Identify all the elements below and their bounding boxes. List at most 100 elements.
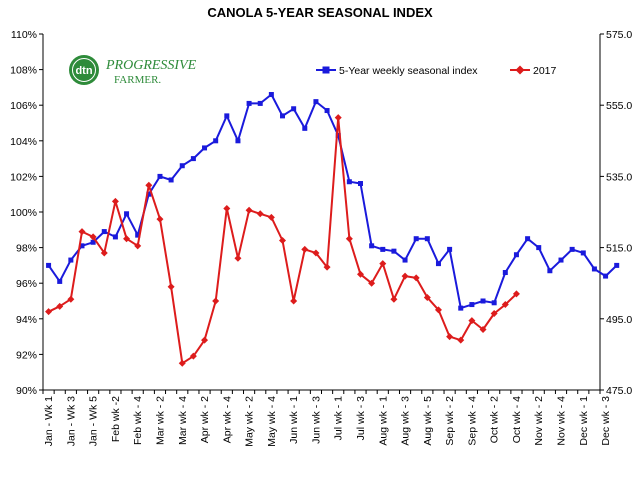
data-point — [490, 309, 498, 317]
data-point — [423, 293, 431, 301]
y-right-tick-label: 555.0 — [606, 100, 632, 112]
x-tick-label: Nov wk - 4 — [556, 396, 568, 446]
data-point — [223, 204, 231, 212]
data-point — [68, 257, 74, 263]
data-point — [324, 108, 330, 114]
data-point — [157, 173, 163, 179]
data-point — [469, 302, 475, 308]
data-point — [323, 263, 331, 271]
data-point — [145, 181, 153, 189]
x-tick-label: Jan - Wk 5 — [88, 396, 100, 446]
data-point — [479, 325, 487, 333]
data-point — [112, 234, 118, 240]
data-point — [536, 245, 542, 251]
dtn-logo-ring — [72, 58, 96, 82]
dtn-logo-icon — [69, 55, 99, 85]
data-point — [202, 145, 208, 151]
data-point — [335, 132, 341, 138]
y-left-tick-label: 90% — [16, 385, 37, 397]
legend-marker-2017 — [515, 65, 525, 75]
data-point — [313, 99, 319, 105]
y-left-tick-label: 102% — [10, 171, 37, 183]
data-point — [178, 359, 186, 367]
data-point — [447, 246, 453, 252]
data-point — [435, 261, 441, 267]
x-tick-label: Dec wk - 1 — [578, 396, 590, 446]
data-point — [291, 106, 297, 112]
data-point — [502, 270, 508, 276]
y-right-tick-label: 515.0 — [606, 243, 632, 255]
x-tick-label: Oct wk - 4 — [511, 396, 523, 443]
data-point — [234, 254, 242, 262]
data-point — [301, 245, 309, 253]
x-tick-label: May wk - 2 — [244, 396, 256, 447]
logo-line2: FARMER. — [114, 74, 161, 86]
data-point — [124, 211, 130, 217]
data-point — [45, 308, 53, 316]
data-point — [457, 336, 465, 344]
data-point — [90, 239, 96, 245]
y-left-tick-label: 98% — [16, 243, 37, 255]
x-tick-label: Aug wk - 1 — [377, 396, 389, 446]
data-point — [46, 262, 52, 268]
data-point — [212, 297, 220, 305]
data-point — [580, 250, 586, 256]
data-point — [368, 279, 376, 287]
data-point — [603, 273, 609, 279]
data-point — [146, 191, 152, 197]
y-left-tick-label: 106% — [10, 100, 37, 112]
x-tick-label: Sep wk - 2 — [444, 396, 456, 446]
data-point — [468, 317, 476, 325]
y-left-tick-label: 96% — [16, 278, 37, 290]
data-point — [391, 248, 397, 254]
data-point — [480, 298, 486, 304]
data-point — [123, 235, 131, 243]
data-point — [101, 229, 107, 235]
data-point — [558, 257, 564, 263]
data-point — [78, 228, 86, 236]
data-point — [446, 333, 454, 341]
dtn-logo-text: dtn — [75, 65, 92, 77]
x-tick-label: Jul wk - 1 — [333, 396, 345, 441]
y-right-tick-label: 495.0 — [606, 314, 632, 326]
data-point — [356, 270, 364, 278]
x-tick-label: Nov wk - 2 — [533, 396, 545, 446]
y-right-tick-label: 575.0 — [606, 29, 632, 41]
data-point — [201, 336, 209, 344]
data-point — [412, 274, 420, 282]
data-point — [614, 262, 620, 268]
data-point — [290, 297, 298, 305]
x-tick-label: Jun wk - 3 — [310, 396, 322, 444]
data-point — [100, 249, 108, 257]
x-tick-label: Feb wk - 4 — [132, 396, 144, 445]
y-left-tick-label: 108% — [10, 65, 37, 77]
x-tick-label: Aug wk - 3 — [400, 396, 412, 446]
data-point — [111, 197, 119, 205]
data-point — [89, 233, 97, 241]
data-point — [246, 100, 252, 106]
data-point — [379, 260, 387, 268]
y-right-tick-label: 475.0 — [606, 385, 632, 397]
data-point — [345, 235, 353, 243]
data-point — [67, 295, 75, 303]
x-tick-label: Jan - Wk 1 — [43, 396, 55, 446]
legend-marker-index — [322, 66, 330, 74]
data-point — [179, 163, 185, 169]
data-point — [167, 283, 175, 291]
progressive-farmer-logo: dtn PROGRESSIVE FARMER. — [69, 55, 197, 86]
data-point — [401, 272, 409, 280]
data-point — [245, 206, 253, 214]
data-point — [156, 215, 164, 223]
data-point — [302, 125, 308, 131]
series-2017 — [45, 114, 520, 367]
data-point — [491, 300, 497, 306]
data-point — [279, 236, 287, 244]
x-tick-label: Dec wk - 3 — [600, 396, 612, 446]
data-point — [190, 156, 196, 162]
x-tick-label: Jun wk - 1 — [288, 396, 300, 444]
data-point — [369, 243, 375, 249]
data-point — [424, 236, 430, 242]
y-left-tick-label: 94% — [16, 314, 37, 326]
logo-line1: PROGRESSIVE — [105, 58, 197, 73]
